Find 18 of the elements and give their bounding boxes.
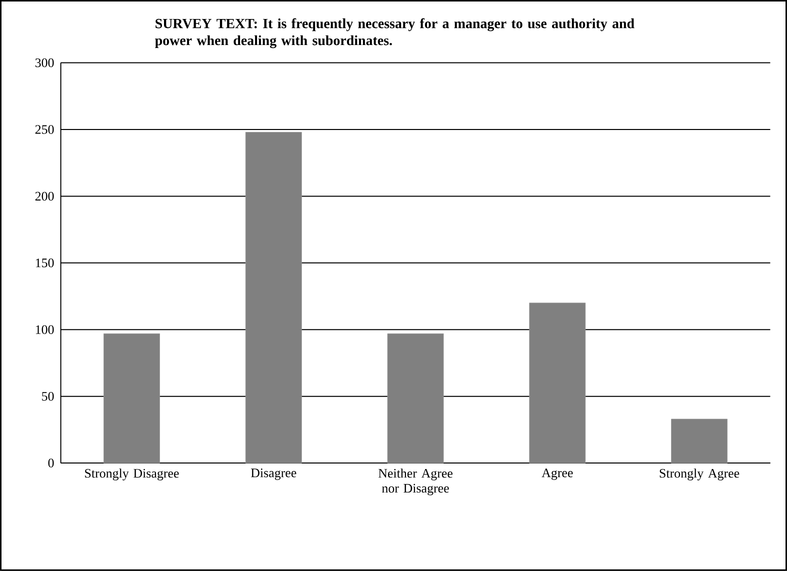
x-tick-label: Neither Agree nor Disagree	[378, 468, 452, 496]
y-tick-label: 100	[36, 325, 54, 334]
chart-title: SURVEY TEXT: It is frequently necessary for a manager to use authority and power when dealing with subordinates.	[155, 18, 634, 48]
bar	[387, 333, 444, 464]
x-tick-label: Strongly Agree	[660, 468, 740, 480]
y-tick-label: 200	[35, 192, 54, 201]
y-tick-label: 50	[42, 392, 54, 401]
x-tick-label: Disagree	[250, 468, 296, 480]
y-tick-label: 0	[48, 458, 54, 468]
bar	[245, 132, 302, 464]
bar	[104, 333, 160, 464]
bar	[671, 418, 728, 464]
x-tick-label: Agree	[542, 468, 573, 480]
x-tick-label: Strongly Disagree	[85, 468, 179, 480]
y-tick-label: 250	[35, 125, 54, 134]
bar	[529, 302, 586, 464]
y-tick-label: 150	[36, 258, 54, 268]
y-tick-label: 300	[35, 58, 54, 68]
